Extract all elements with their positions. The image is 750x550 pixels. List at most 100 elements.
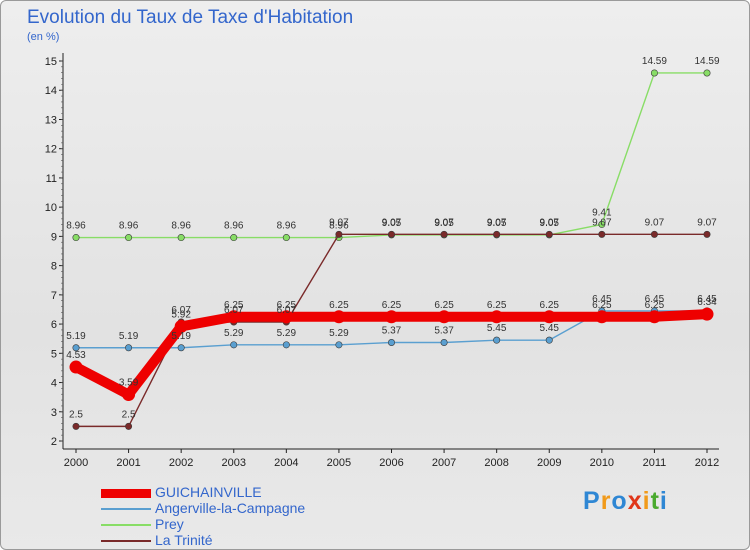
legend-swatch — [101, 508, 151, 510]
data-label: 8.96 — [119, 221, 139, 232]
data-point — [177, 234, 185, 242]
data-label: 5.19 — [171, 331, 191, 342]
data-label: 6.25 — [382, 300, 402, 311]
x-tick-label: 2002 — [169, 457, 193, 469]
data-point — [650, 230, 658, 238]
data-label: 9.07 — [645, 217, 665, 228]
data-point — [493, 336, 501, 344]
data-point — [125, 422, 133, 430]
data-point — [332, 310, 346, 324]
legend-label: Prey — [155, 516, 184, 532]
x-tick-label: 2007 — [432, 457, 456, 469]
data-point — [125, 344, 133, 352]
data-label: 14.59 — [694, 56, 719, 67]
data-point — [72, 234, 80, 242]
data-label: 6.25 — [224, 300, 244, 311]
x-tick-label: 2006 — [379, 457, 403, 469]
proxiti-logo: Proxiti — [583, 487, 668, 516]
data-point — [282, 341, 290, 349]
x-tick-label: 2008 — [484, 457, 508, 469]
data-point — [282, 234, 290, 242]
data-point — [335, 341, 343, 349]
data-label: 9.41 — [592, 207, 612, 218]
data-point — [440, 338, 448, 346]
data-label: 6.25 — [540, 300, 560, 311]
data-label: 5.37 — [382, 325, 402, 336]
data-point — [227, 310, 241, 324]
x-tick-label: 2004 — [274, 457, 298, 469]
y-tick-label: 14 — [45, 85, 57, 97]
legend-swatch — [101, 540, 151, 542]
logo-letter: i — [659, 487, 668, 515]
data-label: 9.07 — [487, 217, 507, 228]
y-tick-label: 5 — [51, 348, 57, 360]
data-label: 8.96 — [329, 221, 349, 232]
data-point — [595, 310, 609, 324]
data-point — [387, 338, 395, 346]
data-label: 6.07 — [277, 305, 297, 316]
logo-letter: t — [650, 487, 660, 515]
data-label: 8.96 — [171, 221, 191, 232]
legend-swatch — [101, 524, 151, 526]
data-label: 6.34 — [697, 297, 717, 308]
data-label: 9.05 — [382, 218, 402, 229]
data-label: 9.05 — [434, 218, 454, 229]
data-label: 9.05 — [487, 218, 507, 229]
legend-label: GUICHAINVILLE — [155, 484, 262, 500]
data-label: 9.07 — [382, 217, 402, 228]
x-tick-label: 2000 — [64, 457, 88, 469]
data-label: 5.37 — [434, 325, 454, 336]
data-label: 6.45 — [645, 294, 665, 305]
data-point — [335, 230, 343, 238]
y-tick-label: 11 — [46, 173, 57, 185]
y-tick-label: 6 — [51, 319, 57, 331]
logo-letter: r — [600, 487, 612, 515]
y-tick-label: 15 — [45, 56, 57, 68]
data-label: 6.25 — [277, 300, 297, 311]
data-label: 9.07 — [540, 217, 560, 228]
data-label: 9.07 — [329, 217, 349, 228]
x-tick-label: 2009 — [537, 457, 561, 469]
chart-subtitle: (en %) — [27, 31, 60, 43]
logo-letter: o — [611, 487, 628, 515]
data-label: 8.96 — [224, 221, 244, 232]
data-point — [493, 230, 501, 238]
y-tick-label: 4 — [51, 378, 57, 390]
y-tick-label: 8 — [51, 261, 57, 273]
data-point — [230, 234, 238, 242]
data-label: 5.45 — [487, 323, 507, 334]
data-label: 6.25 — [645, 300, 665, 311]
data-label: 6.25 — [487, 300, 507, 311]
data-point — [385, 310, 398, 324]
data-label: 6.25 — [592, 300, 612, 311]
data-point — [69, 360, 83, 374]
data-label: 6.07 — [224, 305, 244, 316]
y-tick-label: 3 — [51, 407, 57, 419]
x-tick-label: 2005 — [327, 457, 351, 469]
data-point — [598, 230, 606, 238]
logo-letter: P — [583, 487, 601, 515]
logo-letter: x — [627, 487, 643, 515]
x-tick-label: 2003 — [222, 457, 246, 469]
data-point — [230, 341, 238, 349]
data-point — [72, 422, 80, 430]
data-point — [650, 69, 658, 77]
data-label: 5.29 — [329, 328, 349, 339]
x-tick-label: 2001 — [116, 457, 140, 469]
data-label: 6.07 — [171, 305, 191, 316]
data-point — [440, 230, 448, 238]
data-point — [125, 234, 133, 242]
y-tick-label: 10 — [45, 202, 57, 214]
data-label: 4.53 — [66, 350, 86, 361]
data-label: 9.07 — [697, 217, 717, 228]
data-label: 8.96 — [66, 221, 86, 232]
data-point — [703, 230, 711, 238]
data-label: 9.07 — [434, 217, 454, 228]
legend-swatch — [101, 488, 151, 498]
data-point — [542, 310, 556, 324]
legend-label: La Trinité — [155, 532, 213, 548]
legend-label: Angerville-la-Campagne — [155, 500, 306, 516]
data-label: 2.5 — [69, 409, 83, 420]
